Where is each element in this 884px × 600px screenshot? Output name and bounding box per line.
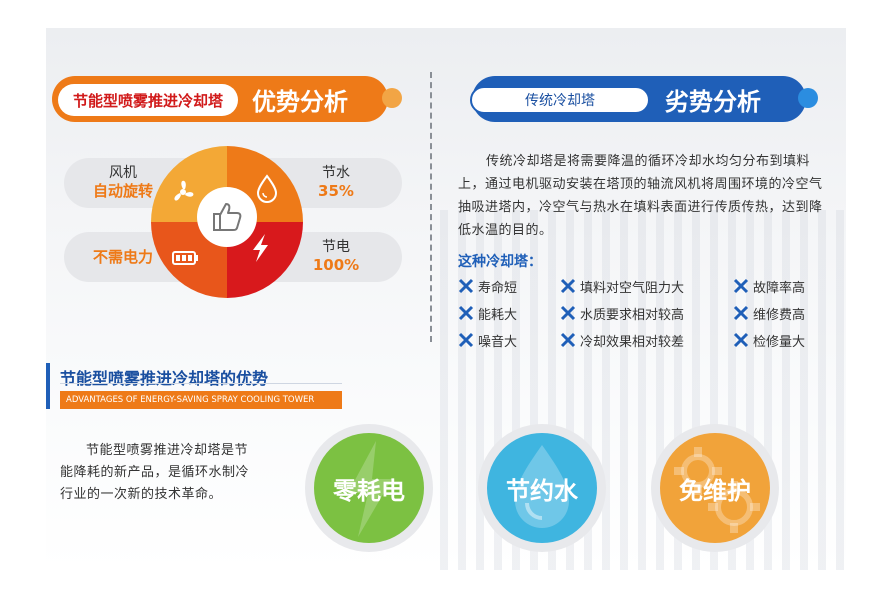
section-divider	[430, 72, 432, 342]
section-title-underline	[60, 383, 342, 384]
thumbs-up-icon	[213, 203, 242, 231]
cross-icon	[733, 305, 749, 321]
left-banner-dot	[382, 88, 402, 108]
section-title: 节能型喷雾推进冷却塔的优势	[60, 369, 269, 388]
feature-electricity-label: 节电	[322, 239, 350, 255]
disadvantage-text: 能耗大	[478, 307, 518, 323]
right-banner-title: 劣势分析	[665, 87, 761, 116]
left-banner-title: 优势分析	[252, 87, 348, 116]
disadvantage-text: 噪音大	[478, 334, 518, 350]
cross-icon	[560, 305, 576, 321]
disadvantage-text: 水质要求相对较高	[580, 307, 685, 323]
right-banner-dot	[798, 88, 818, 108]
traditional-tower-description: 传统冷却塔是将需要降温的循环冷却水均匀分布到填料上，通过电机驱动安装在塔顶的轴流…	[458, 154, 823, 238]
feature-electricity-value: 100%	[312, 256, 360, 274]
badge-zero-power: 零耗电	[314, 433, 424, 543]
disadvantage-text: 寿命短	[478, 280, 518, 296]
left-banner-pill: 节能型喷雾推进冷却塔	[58, 84, 238, 116]
thumbs-up-badge	[197, 187, 257, 247]
feature-water-label: 节水	[322, 165, 350, 181]
cross-icon	[458, 305, 474, 321]
cross-icon	[458, 278, 474, 294]
cross-icon	[560, 278, 576, 294]
section-subtitle: ADVANTAGES OF ENERGY-SAVING SPRAY COOLIN…	[60, 391, 342, 409]
battery-icon	[172, 251, 198, 265]
disadvantage-text: 填料对空气阻力大	[580, 280, 685, 296]
cross-icon	[733, 278, 749, 294]
disadvantage-item: 能耗大	[458, 302, 517, 324]
disadvantage-item: 噪音大	[458, 329, 517, 351]
product-intro-text: 节能型喷雾推进冷却塔是节能降耗的新产品，是循环水制冷行业的一次新的技术革命。	[60, 443, 250, 502]
cross-icon	[458, 332, 474, 348]
cross-icon	[560, 332, 576, 348]
water-drop-icon	[256, 174, 278, 203]
lightning-icon	[253, 234, 268, 262]
disadvantage-item: 水质要求相对较高	[560, 302, 684, 324]
fan-icon	[174, 180, 194, 201]
gear-watermark-icon	[674, 447, 760, 533]
disadvantage-item: 冷却效果相对较差	[560, 329, 684, 351]
feature-fan-value: 自动旋转	[92, 182, 153, 200]
disadvantage-text: 检修量大	[753, 334, 806, 350]
badge-maintenance-free: 免维护	[660, 433, 770, 543]
feature-water: 节水 35%	[306, 164, 366, 200]
disadvantage-item: 填料对空气阻力大	[560, 275, 684, 297]
water-drop-watermark-icon	[515, 445, 569, 528]
feature-fan: 风机 自动旋转	[78, 164, 168, 200]
disadvantage-item: 维修费高	[733, 302, 805, 324]
quadrant-electricity	[227, 222, 303, 298]
feature-power: 不需电力	[78, 248, 168, 266]
right-banner-pill: 传统冷却塔	[470, 86, 650, 114]
disadvantage-text: 维修费高	[753, 307, 806, 323]
feature-power-value: 不需电力	[92, 248, 153, 266]
feature-electricity: 节电 100%	[306, 238, 366, 274]
disadvantage-item: 故障率高	[733, 275, 805, 297]
disadvantage-item: 寿命短	[458, 275, 517, 297]
disadvantage-text: 故障率高	[753, 280, 806, 296]
disadvantage-list-title: 这种冷却塔：	[458, 254, 542, 270]
badge-save-water: 节约水	[487, 433, 597, 543]
cross-icon	[733, 332, 749, 348]
feature-water-value: 35%	[318, 182, 354, 200]
disadvantage-item: 检修量大	[733, 329, 805, 351]
badge-zero-power-label: 零耗电	[333, 476, 405, 505]
badge-save-water-label: 节约水	[506, 476, 578, 505]
badge-maintenance-free-label: 免维护	[679, 476, 751, 505]
section-accent-bar	[46, 363, 50, 409]
feature-fan-label: 风机	[109, 165, 137, 181]
disadvantage-text: 冷却效果相对较差	[580, 334, 685, 350]
lightning-watermark-icon	[348, 441, 392, 537]
